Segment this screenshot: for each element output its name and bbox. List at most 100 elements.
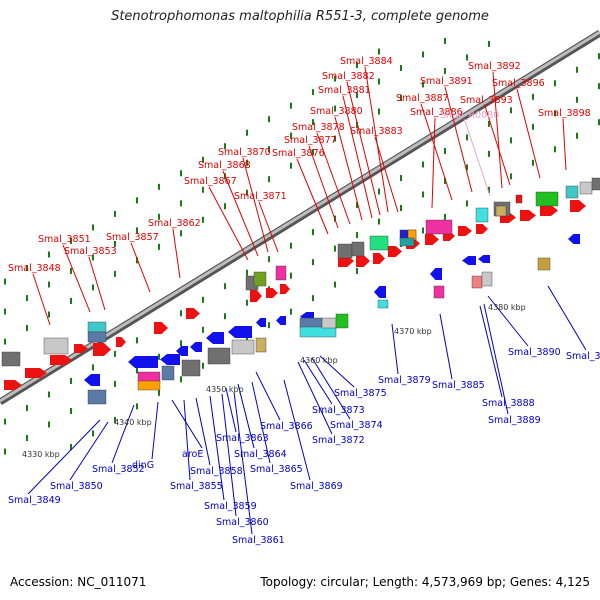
tick-mark [554, 146, 556, 153]
tick-mark [268, 146, 270, 153]
gene-category-box [181, 359, 201, 377]
gene-category-box [255, 337, 267, 353]
forward-gene-arrow [4, 380, 22, 390]
tick-mark [532, 93, 534, 100]
gene-label-bottom: Smal_3863 [216, 433, 269, 444]
tick-mark [356, 202, 358, 209]
tick-mark [114, 240, 116, 247]
scale-label: 4330 kbp [22, 450, 60, 459]
leader-line-bottom [311, 357, 351, 420]
tick-mark [114, 270, 116, 277]
tick-mark [246, 189, 248, 196]
tick-mark [268, 256, 270, 263]
gene-label-top: Smal_3871 [234, 191, 287, 202]
reverse-gene-arrow [206, 332, 224, 344]
tick-mark [180, 376, 182, 383]
leader-line-bottom [195, 397, 211, 466]
leader-line-top [222, 170, 259, 257]
gene-label-top: Smal_3880 [310, 106, 363, 117]
leader-line-bottom [255, 371, 281, 421]
tick-mark [532, 123, 534, 130]
gene-category-box [1, 351, 21, 367]
leader-line-top [258, 201, 279, 253]
forward-gene-arrow [266, 288, 278, 298]
scale-labels: 4330 kbp 4340 kbp 4350 kbp 4360 kbp 4370 kbp… [22, 303, 526, 459]
forward-gene-arrow [458, 226, 472, 236]
gene-label-bottom: Smal_3885 [432, 380, 485, 391]
gene-label-top: Smal_3862 [148, 218, 201, 229]
leader-line-top [431, 117, 436, 209]
tick-mark [202, 156, 204, 163]
gene-label-top: Smal_3876 [272, 148, 325, 159]
scale-label: 4360 kbp [300, 356, 338, 365]
leader-line-top [242, 157, 269, 253]
gene-label-bottom: Smal_3890 [508, 347, 561, 358]
tick-mark [70, 407, 72, 414]
reverse-gene-arrow [478, 255, 490, 263]
tick-mark [202, 326, 204, 333]
accession-text: Accession: NC_011071 [10, 575, 147, 589]
tick-mark [92, 284, 94, 291]
reverse-gene-arrow [276, 316, 286, 325]
tick-mark [92, 364, 94, 371]
reverse-gene-arrow [256, 318, 266, 327]
tick-mark [576, 96, 578, 103]
forward-gene-arrow [540, 205, 558, 216]
gene-label-bottom: Smal_3850 [50, 481, 103, 492]
forward-gene-arrow [74, 344, 88, 353]
tick-mark [224, 203, 226, 210]
tick-mark [356, 92, 358, 99]
tick-mark [26, 405, 28, 412]
forward-gene-arrow [356, 255, 370, 267]
gene-category-box [433, 285, 445, 299]
tick-mark [466, 134, 468, 141]
tick-mark [554, 110, 556, 117]
scale-label: 4380 kbp [488, 303, 526, 312]
leader-line-bottom [225, 387, 237, 433]
tick-mark [598, 119, 600, 126]
leader-line-bottom [27, 419, 101, 495]
leader-line-top [316, 132, 351, 225]
gene-category-box [87, 389, 107, 405]
tick-mark [510, 137, 512, 144]
gene-category-box [335, 313, 349, 329]
gene-category-box [161, 365, 175, 381]
reverse-gene-arrow [462, 256, 476, 265]
tick-mark [70, 377, 72, 384]
tick-mark [422, 191, 424, 198]
tick-mark [158, 183, 160, 190]
tick-mark [48, 251, 50, 258]
leader-line-bottom [297, 361, 333, 435]
gene-label-top: Smal_3887 [396, 93, 449, 104]
gene-label-top: Smal_3853 [64, 246, 117, 257]
gene-label-bottom: Smal_3872 [312, 435, 365, 446]
gene-category-box [321, 317, 337, 329]
tick-mark [378, 188, 380, 195]
tick-mark [136, 197, 138, 204]
tick-mark [488, 120, 490, 127]
gene-label-bottom: Smal_3866 [260, 421, 313, 432]
gene-category-box [87, 321, 107, 333]
tick-mark [180, 170, 182, 177]
tick-mark [4, 418, 6, 425]
gene-label-bottom: Smal_3869 [290, 481, 343, 492]
gene-label-top: Smal_3868 [198, 160, 251, 171]
tick-mark [224, 283, 226, 290]
leader-line-top [208, 186, 249, 261]
scale-label: 4340 kbp [114, 418, 152, 427]
tick-mark [92, 224, 94, 231]
tick-mark [488, 40, 490, 47]
tick-mark [48, 281, 50, 288]
tick-mark [598, 83, 600, 90]
tick-mark [356, 268, 358, 275]
gene-category-box [369, 235, 389, 251]
leader-line-bottom [237, 383, 255, 449]
tick-mark [4, 448, 6, 455]
reverse-gene-arrow [190, 342, 202, 352]
gene-label-bottom: Smal_3858 [190, 466, 243, 477]
tick-mark [356, 232, 358, 239]
tick-mark [290, 272, 292, 279]
tick-mark [48, 391, 50, 398]
leader-line-top [464, 120, 491, 197]
tick-mark [26, 435, 28, 442]
